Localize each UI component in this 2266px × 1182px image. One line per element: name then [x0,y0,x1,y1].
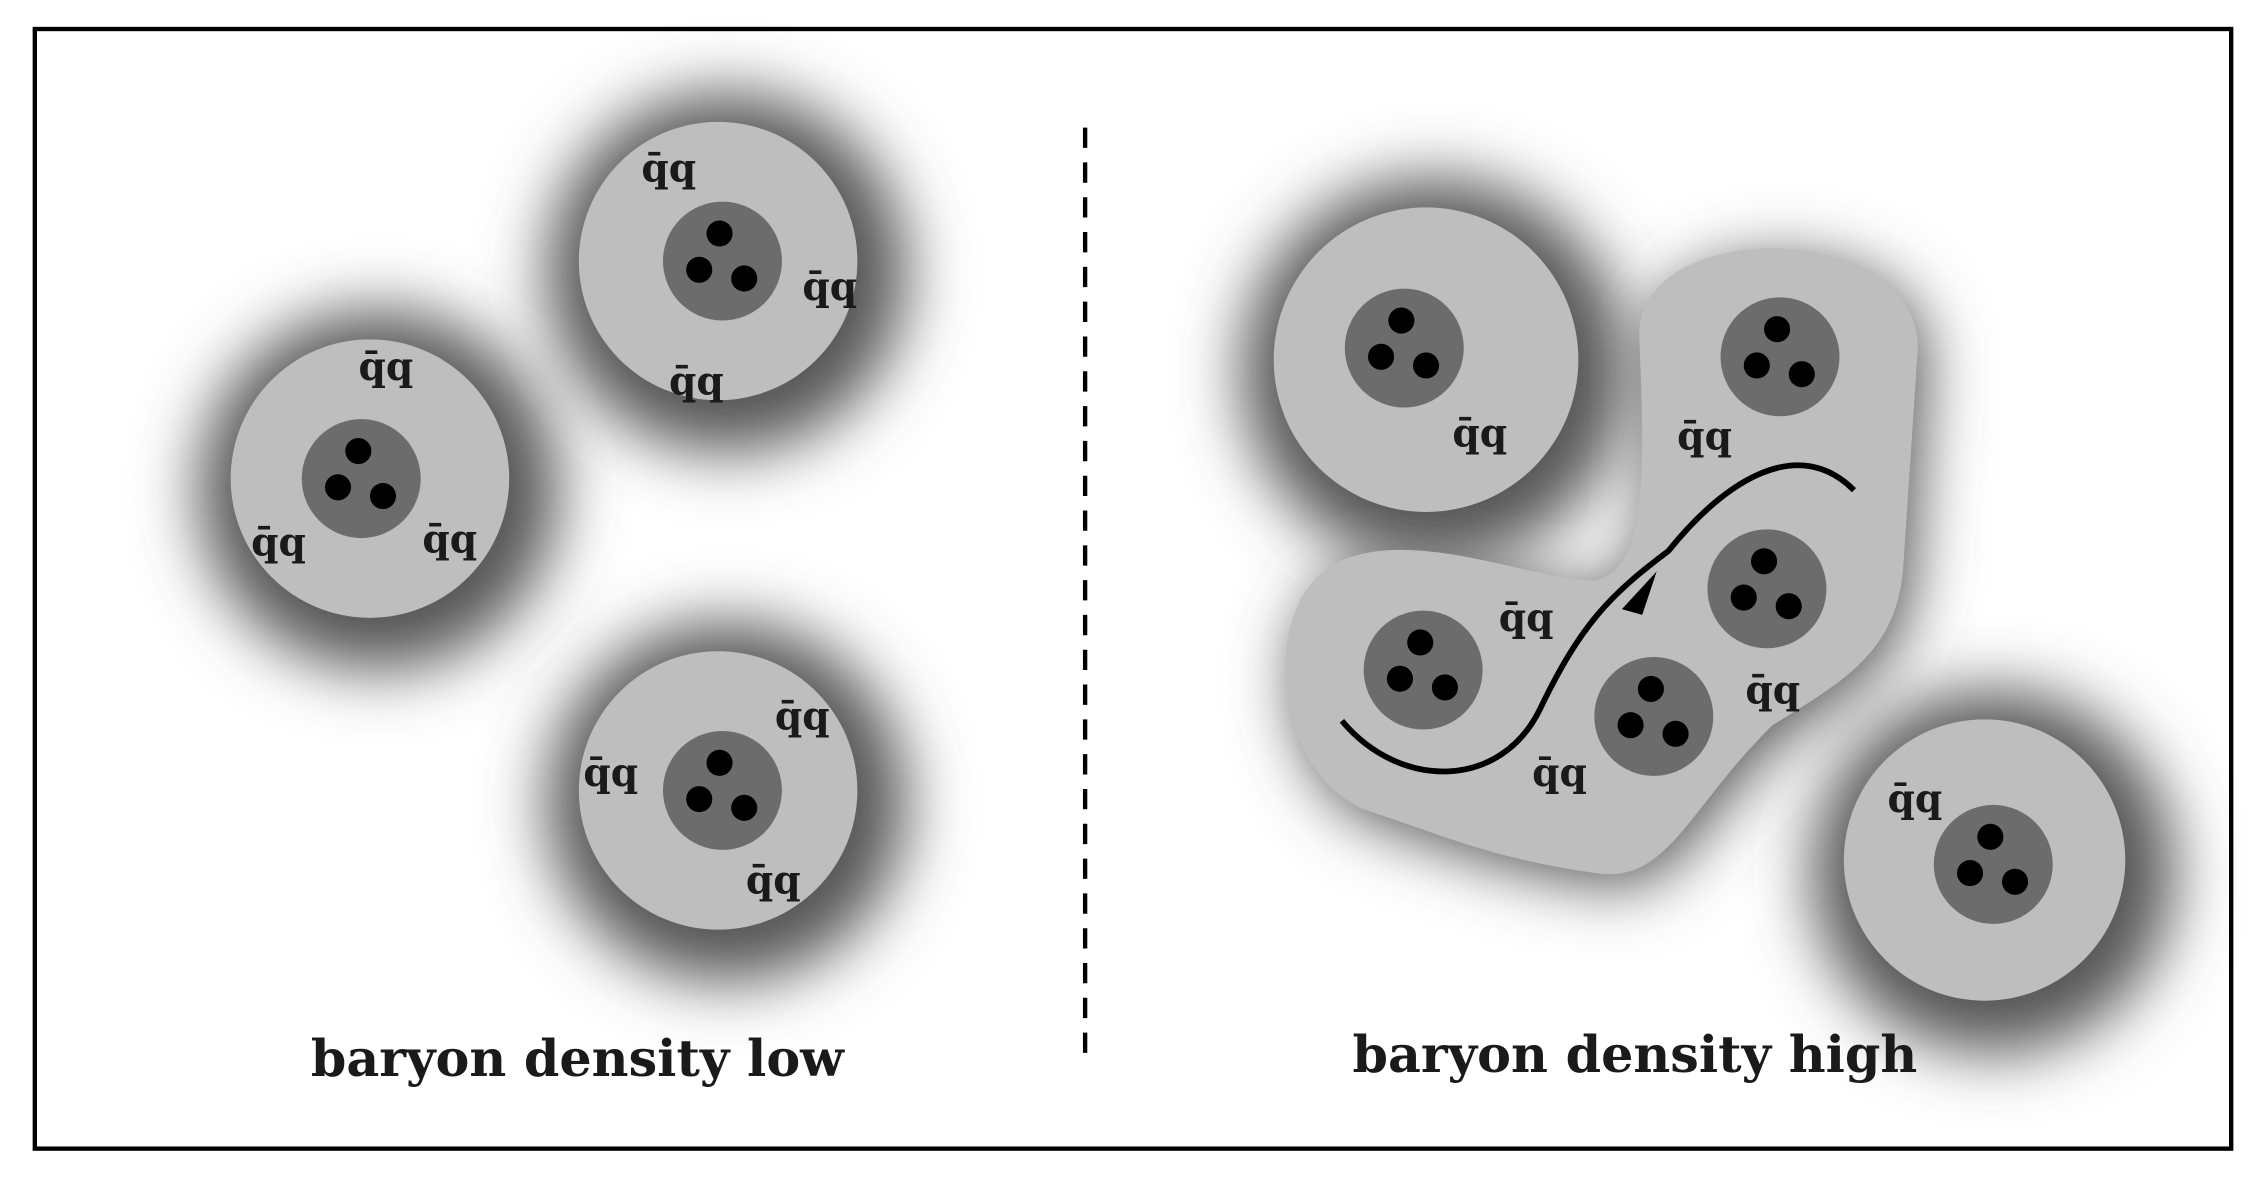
condensate-label: q̄q [802,264,857,310]
nucleon [1720,297,1840,417]
quark [731,794,758,821]
quark [1751,548,1778,575]
quark [1637,675,1664,702]
quark [1743,352,1770,379]
nucleon [662,730,782,850]
nucleon [1933,804,2053,924]
quark [369,482,397,510]
condensate-label: q̄q [583,750,638,796]
quark [1662,720,1689,747]
condensate-label: q̄q [422,517,477,563]
quark [706,220,733,247]
quark [1977,823,2004,850]
quark [1368,343,1395,370]
quark [1431,674,1458,701]
labels: q̄q q̄q q̄q q̄q q̄q q̄q q̄q q̄q q̄q q̄q q̄q q̄q q̄q q… [251,145,1942,903]
path-arrow [1339,462,1857,775]
quark [1407,629,1434,656]
quark [1412,352,1440,379]
condensate-label: q̄q [1745,667,1800,713]
condensate-label: q̄q [1499,595,1554,641]
quark [1957,860,1984,887]
condensate-label: q̄q [1452,411,1507,457]
quark [345,437,372,465]
nucleon [301,419,421,539]
nucleon [1594,656,1714,776]
condensate-label: q̄q [641,145,696,191]
condensate-label: q̄q [1888,776,1943,822]
nucleon [1363,610,1483,730]
quark [2001,868,2029,895]
quark [1617,712,1644,739]
quark [324,474,352,501]
quark [1386,665,1413,692]
arrow-head [1621,571,1657,615]
nucleon [662,201,782,321]
condensate-label: q̄q [1677,414,1732,460]
nuclei [301,201,2053,924]
nucleon [1344,288,1464,408]
caption: baryon density low [311,1028,845,1088]
condensate-label: q̄q [359,344,414,390]
quark [686,256,713,283]
quark [1788,361,1815,388]
condensate-label: q̄q [775,694,830,740]
condensate-label: q̄q [669,358,724,404]
quark [686,786,713,813]
quark [1388,307,1415,334]
quark [706,749,733,776]
condensate-label: q̄q [251,519,306,565]
condensate-label: q̄q [1532,750,1587,796]
condensate-label: q̄q [746,857,801,903]
nucleon [1707,529,1827,649]
quark [1730,584,1757,611]
quark [731,265,758,292]
quark [1764,316,1791,343]
quark [1775,593,1802,620]
caption: baryon density high [1353,1024,1918,1084]
